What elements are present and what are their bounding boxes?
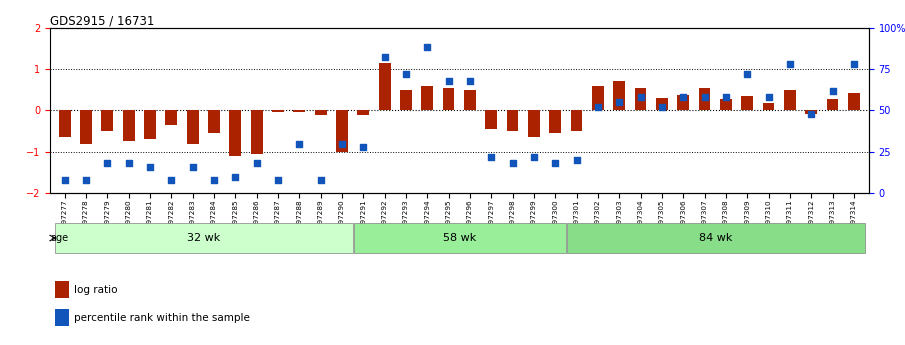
Text: 84 wk: 84 wk <box>699 233 732 243</box>
Text: percentile rank within the sample: percentile rank within the sample <box>74 313 250 323</box>
Bar <box>55 281 69 298</box>
Bar <box>251 110 262 154</box>
Bar <box>336 110 348 152</box>
Point <box>462 78 477 83</box>
Bar <box>826 99 838 110</box>
Point <box>569 157 584 163</box>
Point <box>783 61 797 67</box>
Bar <box>400 90 412 110</box>
Bar <box>315 110 327 115</box>
Point <box>420 45 434 50</box>
Point <box>484 154 499 159</box>
Bar <box>293 110 305 112</box>
Point <box>164 177 178 183</box>
Point <box>313 177 328 183</box>
Point <box>271 177 285 183</box>
Bar <box>464 90 476 110</box>
Bar <box>784 90 795 110</box>
Point <box>79 177 93 183</box>
Point <box>719 95 733 100</box>
Point <box>825 88 840 93</box>
Bar <box>485 110 497 129</box>
Point <box>335 141 349 146</box>
Point <box>228 174 243 179</box>
Point <box>505 161 519 166</box>
Point <box>698 95 712 100</box>
Bar <box>186 110 198 144</box>
Point <box>612 99 626 105</box>
Point <box>761 95 776 100</box>
Bar <box>230 110 242 156</box>
Bar <box>848 93 860 110</box>
Bar <box>443 88 454 110</box>
Bar <box>357 110 369 115</box>
Bar <box>422 86 433 110</box>
Bar <box>166 110 177 125</box>
Point <box>740 71 755 77</box>
Text: age: age <box>50 233 68 243</box>
Bar <box>59 110 71 137</box>
Bar <box>101 110 113 131</box>
Bar <box>720 99 732 110</box>
Text: log ratio: log ratio <box>74 285 118 295</box>
Point <box>250 161 264 166</box>
Bar <box>567 223 864 253</box>
Point <box>548 161 563 166</box>
Point <box>591 104 605 110</box>
Bar <box>549 110 561 133</box>
Bar <box>763 103 775 110</box>
Bar <box>144 110 156 139</box>
Bar <box>634 88 646 110</box>
Point <box>57 177 71 183</box>
Bar <box>81 110 92 144</box>
Point <box>847 61 862 67</box>
Point <box>292 141 307 146</box>
Bar <box>379 63 390 110</box>
Point <box>804 111 818 117</box>
Bar <box>354 223 566 253</box>
Bar <box>592 86 604 110</box>
Bar <box>677 95 689 110</box>
Point <box>377 55 392 60</box>
Point <box>654 104 669 110</box>
Point <box>100 161 115 166</box>
Point <box>399 71 414 77</box>
Point <box>634 95 648 100</box>
Text: GDS2915 / 16731: GDS2915 / 16731 <box>50 15 154 28</box>
Bar <box>208 110 220 133</box>
Point <box>527 154 541 159</box>
Point <box>206 177 221 183</box>
Bar <box>272 110 284 112</box>
Point <box>186 164 200 169</box>
Bar <box>123 110 135 141</box>
Bar <box>656 98 668 110</box>
Bar <box>571 110 583 131</box>
Bar <box>614 81 625 110</box>
Text: 32 wk: 32 wk <box>186 233 220 243</box>
Bar <box>55 223 353 253</box>
Point <box>121 161 136 166</box>
Point <box>143 164 157 169</box>
Bar <box>741 96 753 110</box>
Bar <box>529 110 539 137</box>
Point <box>676 95 691 100</box>
Bar <box>507 110 519 131</box>
Bar <box>805 110 817 114</box>
Text: 58 wk: 58 wk <box>443 233 476 243</box>
Point <box>442 78 456 83</box>
Bar <box>55 309 69 326</box>
Bar <box>699 88 710 110</box>
Point <box>356 144 370 150</box>
